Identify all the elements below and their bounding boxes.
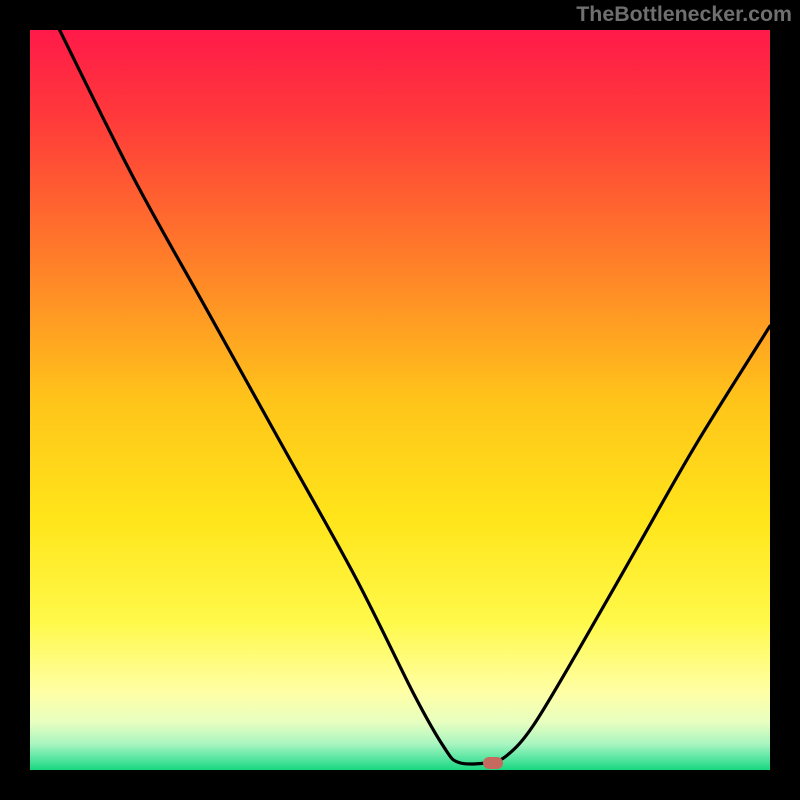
figure-root: TheBottlenecker.com xyxy=(0,0,800,800)
bottleneck-curve xyxy=(60,30,770,764)
curve-svg xyxy=(30,30,770,770)
plot-area xyxy=(30,30,770,770)
minimum-marker xyxy=(483,757,503,769)
watermark-text: TheBottlenecker.com xyxy=(576,2,792,27)
